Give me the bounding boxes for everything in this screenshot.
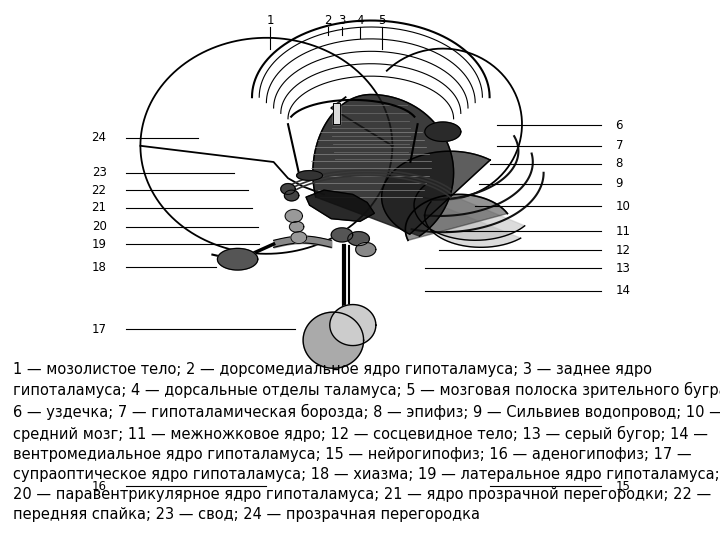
Polygon shape [281,184,295,194]
Polygon shape [382,151,490,234]
Text: 13: 13 [616,262,631,275]
Text: 9: 9 [616,177,623,190]
Polygon shape [356,242,376,256]
Polygon shape [313,94,454,236]
Text: 6: 6 [616,119,623,132]
Text: 5: 5 [378,14,385,26]
Polygon shape [306,190,374,221]
Text: 11: 11 [616,225,631,238]
Polygon shape [331,228,353,242]
Text: 21: 21 [91,201,107,214]
Text: 22: 22 [91,184,107,197]
Polygon shape [297,171,323,180]
Text: 4: 4 [356,14,364,26]
Polygon shape [333,103,340,124]
Polygon shape [303,312,364,368]
Polygon shape [414,185,525,240]
Text: 10: 10 [616,200,631,213]
Text: 3: 3 [338,14,346,26]
Text: 15: 15 [616,480,631,492]
Text: 18: 18 [91,261,107,274]
Text: 8: 8 [616,157,623,170]
Text: 12: 12 [616,244,631,256]
Polygon shape [425,202,521,247]
Text: 2: 2 [324,14,331,26]
Text: 16: 16 [91,480,107,492]
Text: 7: 7 [616,139,623,152]
Polygon shape [217,248,258,270]
Text: 19: 19 [91,238,107,251]
Polygon shape [425,122,461,141]
Polygon shape [330,305,376,346]
Polygon shape [284,190,299,201]
Text: 1 — мозолистое тело; 2 — дорсомедиальное ядро гипоталамуса; 3 — заднее ядро
гипо: 1 — мозолистое тело; 2 — дорсомедиальное… [13,362,720,522]
Polygon shape [285,210,302,222]
Text: 23: 23 [91,166,107,179]
Text: 1: 1 [266,14,274,26]
Polygon shape [405,194,508,240]
Text: 20: 20 [91,220,107,233]
Text: 17: 17 [91,323,107,336]
Polygon shape [289,221,304,232]
Polygon shape [348,232,369,246]
Text: 24: 24 [91,131,107,144]
Text: 14: 14 [616,284,631,297]
Polygon shape [291,232,307,244]
